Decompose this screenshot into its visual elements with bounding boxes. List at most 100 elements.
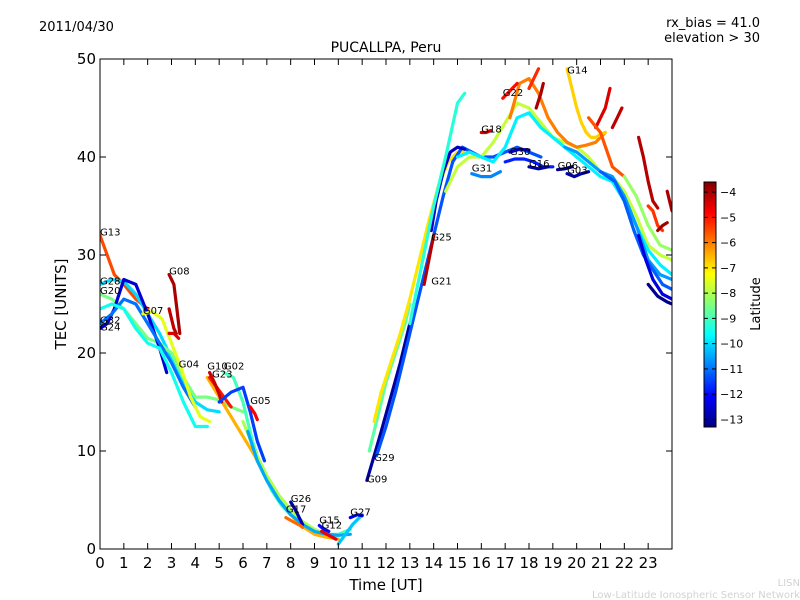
x-tick-label-2: 2 (143, 554, 153, 572)
x-tick-label-22: 22 (615, 554, 634, 572)
satellite-label-g31: G31 (472, 164, 492, 175)
tec-series-line-27 (374, 145, 543, 458)
satellite-label-g02: G02 (224, 362, 244, 373)
tec-series-line-35 (508, 76, 607, 149)
x-tick-label-3: 3 (167, 554, 177, 572)
rx-bias-label: rx_bias = 41.0 (666, 16, 760, 31)
tec-series-line-39 (508, 147, 531, 154)
tec-series-line-46 (594, 86, 612, 130)
y-tick-label-40: 40 (77, 148, 96, 166)
x-tick-label-13: 13 (400, 554, 419, 572)
x-tick-label-6: 6 (238, 554, 248, 572)
colorbar-tick-label: −8 (720, 287, 736, 300)
colorbar-ticks: −4 −5 −6 −7 −8 −9 −10 −11 −12 −13 (704, 186, 743, 426)
y-tick-label-10: 10 (77, 442, 96, 460)
tec-series-line-32 (470, 170, 502, 179)
colorbar-tick-label: −7 (720, 262, 736, 275)
satellite-label-g28: G28 (100, 276, 120, 287)
date-label: 2011/04/30 (39, 20, 114, 35)
tec-series-line-14 (217, 385, 267, 463)
colorbar-tick-label: −6 (720, 237, 736, 250)
y-tick-label-50: 50 (77, 50, 96, 68)
colorbar-tick-label: −9 (720, 312, 736, 325)
tec-series-line-49 (598, 170, 672, 291)
satellite-label-g22: G22 (503, 88, 523, 99)
x-tick-label-12: 12 (376, 554, 395, 572)
tec-series-line-38 (534, 81, 545, 110)
watermark-lisn: LISN (778, 578, 800, 589)
satellite-label-g21: G21 (431, 276, 451, 287)
x-tick-label-9: 9 (310, 554, 320, 572)
x-tick-label-18: 18 (519, 554, 538, 572)
tec-series-line-26 (372, 150, 483, 424)
satellite-label-g30: G30 (510, 147, 530, 158)
satellite-label-g20: G20 (100, 286, 120, 297)
satellite-label-g05: G05 (250, 396, 270, 407)
x-tick-label-14: 14 (424, 554, 443, 572)
satellite-label-g14: G14 (567, 66, 587, 77)
x-tick-label-10: 10 (329, 554, 348, 572)
colorbar-tick-label: −12 (720, 388, 743, 401)
tec-series-line-28 (422, 233, 436, 286)
x-tick-label-21: 21 (591, 554, 610, 572)
satellite-label-g12: G12 (322, 520, 342, 531)
colorbar (703, 181, 717, 428)
x-tick-label-8: 8 (286, 554, 296, 572)
satellite-label-g25: G25 (431, 232, 451, 243)
x-tick-label-20: 20 (567, 554, 586, 572)
tec-series-line-19 (284, 515, 305, 530)
satellite-label-g10: G10 (207, 362, 227, 373)
tec-series-line-43 (565, 170, 591, 179)
x-tick-label-15: 15 (448, 554, 467, 572)
watermark-network: Low-Latitude Ionospheric Sensor Network (592, 590, 800, 600)
tec-series-line-21 (320, 529, 338, 541)
tec-series-line-47 (610, 106, 624, 130)
tec-series-line-7 (167, 273, 182, 335)
colorbar-tick-label: −10 (720, 338, 743, 351)
x-axis-ticks: 0 1 2 3 4 5 6 7 8 9 10 11 12 13 14 15 16 17 18 19 20 21 22 23 (95, 59, 658, 572)
x-tick-label-4: 4 (191, 554, 201, 572)
y-axis-ticks: 0 10 20 30 40 50 (77, 50, 672, 558)
chart-title: PUCALLPA, Peru (331, 40, 442, 56)
x-tick-label-1: 1 (119, 554, 129, 572)
tec-series-line-52 (636, 135, 660, 210)
tec-series-line-54 (656, 221, 669, 233)
tec-series-line-50 (636, 233, 672, 301)
x-tick-label-23: 23 (639, 554, 658, 572)
tec-series-line-20 (317, 523, 331, 534)
satellite-label-g17: G17 (286, 505, 306, 516)
satellite-label-g08: G08 (169, 267, 189, 278)
satellite-label-g27: G27 (350, 508, 370, 519)
x-tick-label-19: 19 (543, 554, 562, 572)
tec-series-line-15 (248, 405, 259, 422)
tec-series-line-1 (100, 277, 221, 414)
satellite-label-g07: G07 (143, 306, 163, 317)
satellite-label-g06: G06 (558, 161, 578, 172)
x-tick-label-17: 17 (496, 554, 515, 572)
tec-series-group (100, 67, 672, 546)
y-tick-label-0: 0 (86, 540, 96, 558)
satellite-label-g04: G04 (179, 360, 199, 371)
tec-series-line-22 (336, 513, 364, 546)
tec-series-line-56 (622, 175, 672, 252)
x-tick-label-11: 11 (353, 554, 372, 572)
tec-series-line-36 (501, 81, 519, 100)
satellite-label-g23: G23 (212, 370, 232, 381)
tec-series-line-13 (208, 371, 224, 404)
x-tick-label-16: 16 (472, 554, 491, 572)
satellite-label-g03: G03 (567, 166, 587, 177)
elevation-label: elevation > 30 (664, 31, 760, 46)
satellite-label-g26: G26 (291, 494, 311, 505)
colorbar-label: Latitude (749, 277, 764, 331)
tec-series-line-9 (167, 307, 178, 335)
tec-series-line-37 (527, 67, 541, 91)
tec-series-line-31 (444, 101, 672, 262)
tec-series-line-5 (100, 302, 209, 429)
colorbar-tick-label: −4 (720, 186, 736, 199)
tec-series-line-30 (408, 91, 467, 326)
tec-series-line-41 (527, 165, 550, 171)
satellite-label-g09: G09 (367, 474, 387, 485)
tec-series-line-48 (586, 116, 626, 179)
